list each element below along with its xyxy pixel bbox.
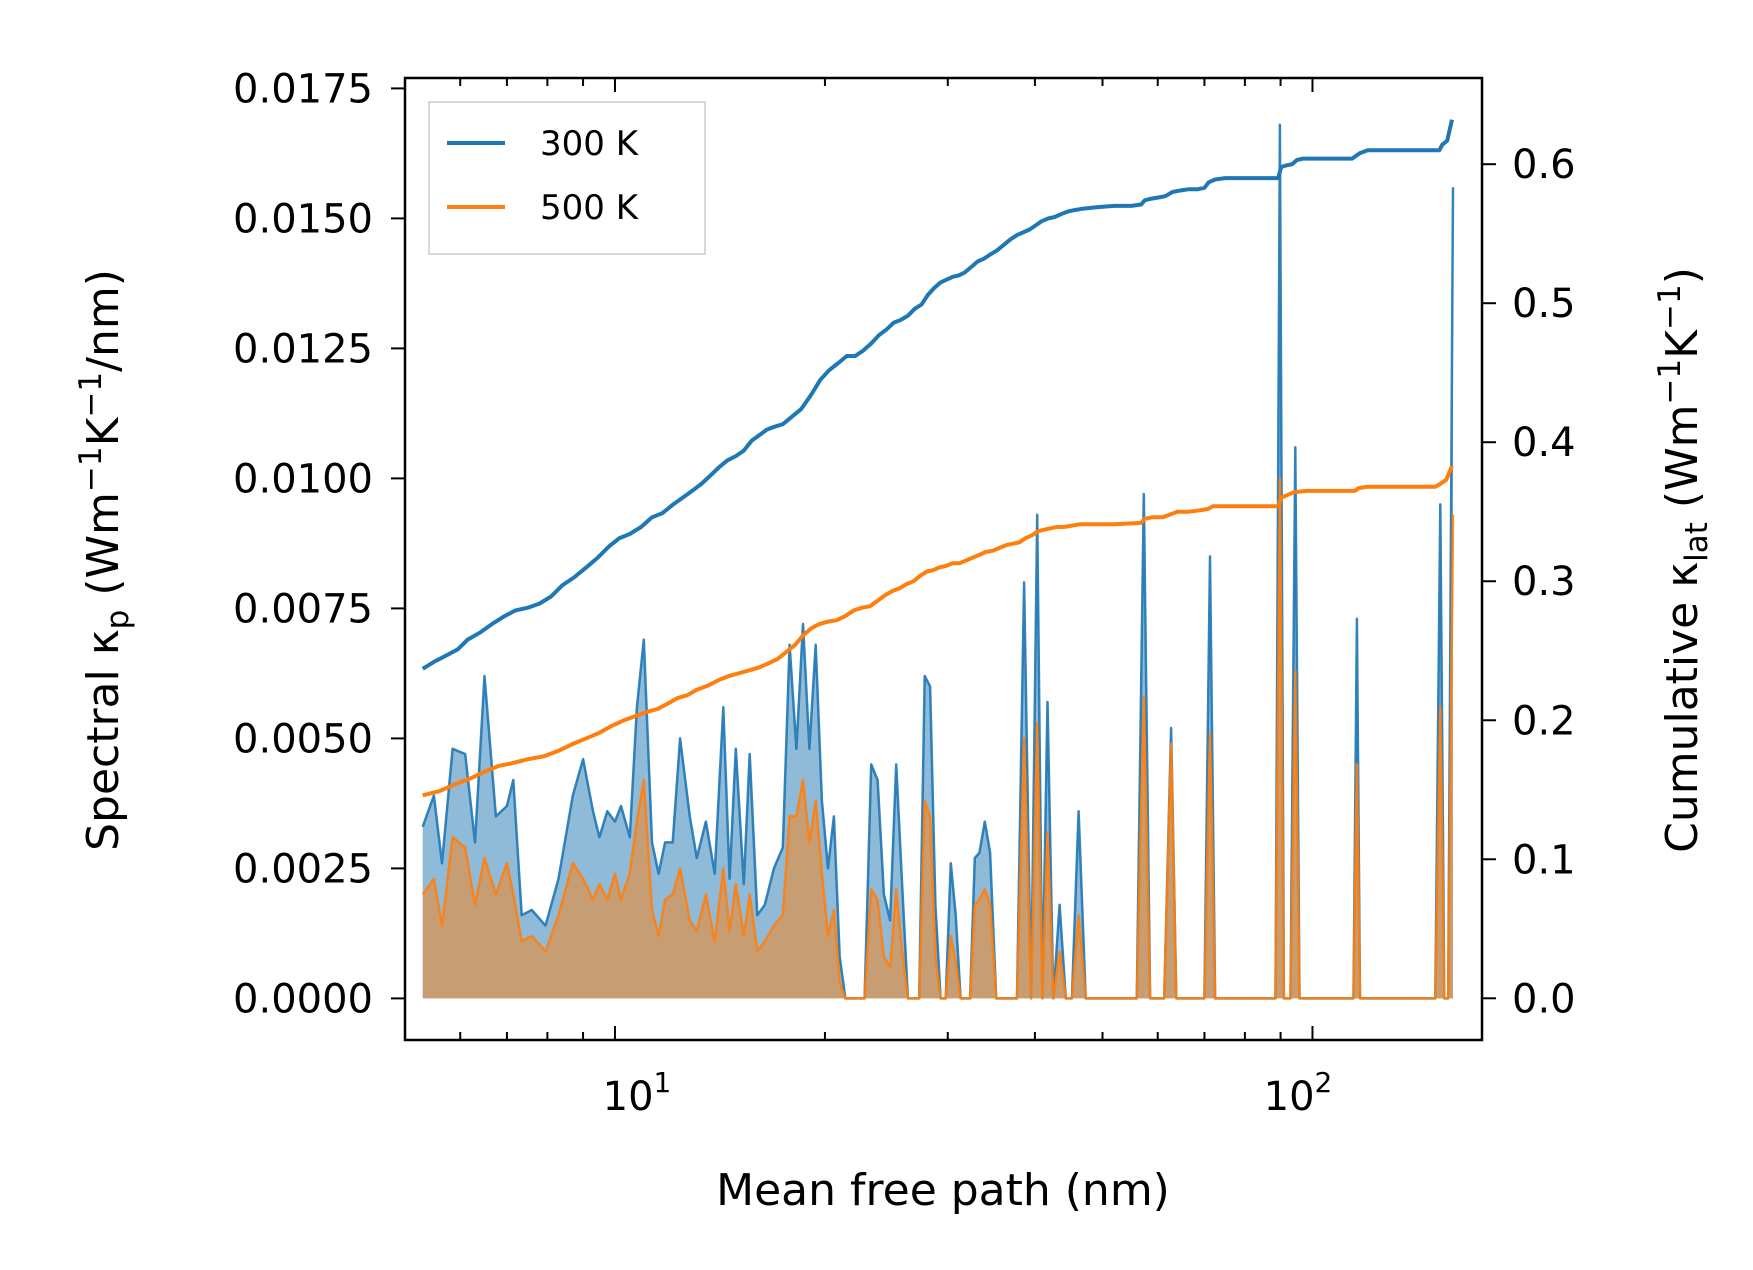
svg-text:101: 101 xyxy=(603,1066,672,1120)
legend-box xyxy=(428,101,706,255)
right-tick-label: 0.0 xyxy=(1512,976,1576,1022)
cumulative-lines xyxy=(421,119,1454,798)
right-tick-label: 0.1 xyxy=(1512,837,1576,883)
right-tick-label: 0.2 xyxy=(1512,698,1576,744)
cumulative-line-500K xyxy=(422,465,1454,798)
left-tick-label: 0.0150 xyxy=(233,196,373,242)
x-tick-label-100: 102 xyxy=(1264,1066,1333,1120)
left-tick-label: 0.0000 xyxy=(233,976,373,1022)
right-tick-label: 0.5 xyxy=(1512,281,1576,327)
legend-label-300K: 300 K xyxy=(540,124,640,164)
spectral-fill-500K xyxy=(422,478,1454,999)
spectral-fill-300K xyxy=(422,124,1454,999)
left-tick-label: 0.0100 xyxy=(233,456,373,502)
right-tick-label: 0.4 xyxy=(1512,420,1576,466)
spectral-line-500K xyxy=(421,477,1455,1000)
left-tick-label: 0.0025 xyxy=(233,846,373,892)
left-tick-label: 0.0125 xyxy=(233,326,373,372)
left-tick-label: 0.0075 xyxy=(233,586,373,632)
cumulative-line-300K xyxy=(421,119,1454,671)
y-axis-title-right: Cumulative κlat (Wm−1K−1) xyxy=(1652,267,1715,853)
legend-label-500K: 500 K xyxy=(540,188,640,228)
right-tick-label: 0.3 xyxy=(1512,559,1576,605)
axis-ticks xyxy=(391,78,1496,1040)
x-axis-title: Mean free path (nm) xyxy=(716,1165,1170,1216)
legend: 300 K 500 K xyxy=(428,101,706,255)
left-tick-labels: 0.0000 0.0025 0.0050 0.0075 0.0100 0.012… xyxy=(233,66,373,1022)
svg-text:102: 102 xyxy=(1264,1066,1333,1120)
y-axis-title-left: Spectral κp (Wm−1K−1/nm) xyxy=(73,269,136,851)
left-tick-label: 0.0050 xyxy=(233,716,373,762)
plot-area xyxy=(421,123,1455,1000)
plot-frame xyxy=(403,76,1484,1042)
left-tick-label: 0.0175 xyxy=(233,66,373,112)
x-tick-label-10: 101 xyxy=(603,1066,672,1120)
right-tick-labels: 0.0 0.1 0.2 0.3 0.4 0.5 0.6 xyxy=(1512,142,1576,1022)
right-tick-label: 0.6 xyxy=(1512,142,1576,188)
